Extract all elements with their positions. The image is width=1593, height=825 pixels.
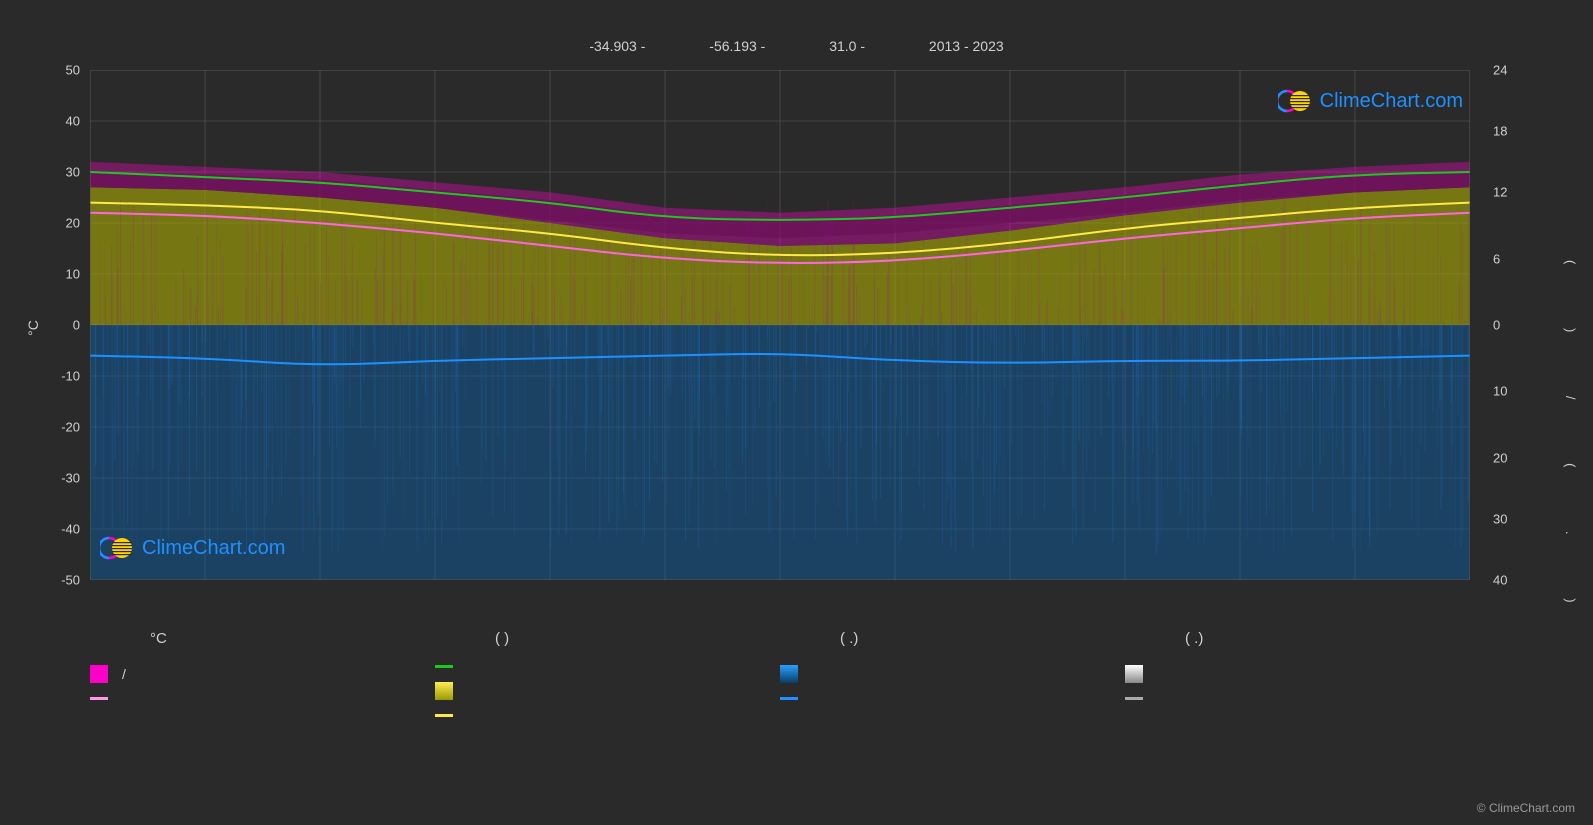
legend-swatch	[435, 714, 453, 717]
brand-logo-icon	[100, 535, 134, 561]
ytick-right: 30	[1493, 511, 1523, 526]
legend-header: ( .)	[780, 630, 1125, 647]
ytick-left: 10	[50, 267, 80, 282]
chart-meta: -34.903 - -56.193 - 31.0 - 2013 - 2023	[0, 38, 1593, 54]
ytick-right: 24	[1493, 63, 1523, 78]
watermark-top: ClimeChart.com	[1278, 88, 1463, 114]
legend-label: /	[122, 666, 126, 682]
legend-header: °C	[90, 630, 435, 647]
ytick-left: -10	[50, 369, 80, 384]
ytick-right: 10	[1493, 384, 1523, 399]
legend-swatch	[435, 682, 453, 700]
climate-chart	[90, 70, 1470, 580]
legend-swatch	[1125, 697, 1143, 700]
meta-lat: -34.903 -	[589, 38, 645, 54]
ytick-left: 0	[50, 318, 80, 333]
legend-header: ( .)	[1125, 630, 1470, 647]
legend-headers: °C ( ) ( .) ( .)	[90, 630, 1470, 647]
ytick-left: 20	[50, 216, 80, 231]
meta-elev: 31.0 -	[829, 38, 865, 54]
copyright: © ClimeChart.com	[1477, 801, 1575, 815]
meta-lon: -56.193 -	[709, 38, 765, 54]
ytick-left: -30	[50, 471, 80, 486]
ytick-right: 20	[1493, 450, 1523, 465]
ytick-left: 40	[50, 114, 80, 129]
ytick-left: -50	[50, 573, 80, 588]
ytick-right: 6	[1493, 251, 1523, 266]
ytick-left: 30	[50, 165, 80, 180]
legend-item	[435, 682, 780, 700]
ytick-left: -40	[50, 522, 80, 537]
legend-item	[780, 665, 1125, 683]
legend-item	[1125, 697, 1470, 700]
ytick-right: 18	[1493, 124, 1523, 139]
legend-item	[435, 714, 780, 717]
legend: °C ( ) ( .) ( .) /	[90, 630, 1470, 731]
brand-logo-icon	[1278, 88, 1312, 114]
brand-text: ClimeChart.com	[1320, 90, 1463, 113]
ytick-right: 12	[1493, 185, 1523, 200]
legend-swatch	[780, 665, 798, 683]
brand-text: ClimeChart.com	[142, 537, 285, 560]
legend-header: ( )	[435, 630, 780, 647]
legend-item	[435, 665, 780, 668]
y-axis-right-label: ( ) / ( . )	[1563, 260, 1578, 633]
legend-swatch	[780, 697, 798, 700]
y-axis-left-label: °C	[25, 320, 41, 336]
ytick-right: 0	[1493, 318, 1523, 333]
legend-item	[90, 697, 435, 700]
legend-item	[780, 697, 1125, 700]
legend-swatch	[1125, 665, 1143, 683]
ytick-left: -20	[50, 420, 80, 435]
legend-item	[1125, 665, 1470, 683]
ytick-right: 40	[1493, 573, 1523, 588]
ytick-left: 50	[50, 63, 80, 78]
legend-swatch	[90, 665, 108, 683]
legend-swatch	[90, 697, 108, 700]
watermark-bottom: ClimeChart.com	[100, 535, 285, 561]
meta-years: 2013 - 2023	[929, 38, 1004, 54]
legend-item: /	[90, 665, 435, 683]
legend-swatch	[435, 665, 453, 668]
